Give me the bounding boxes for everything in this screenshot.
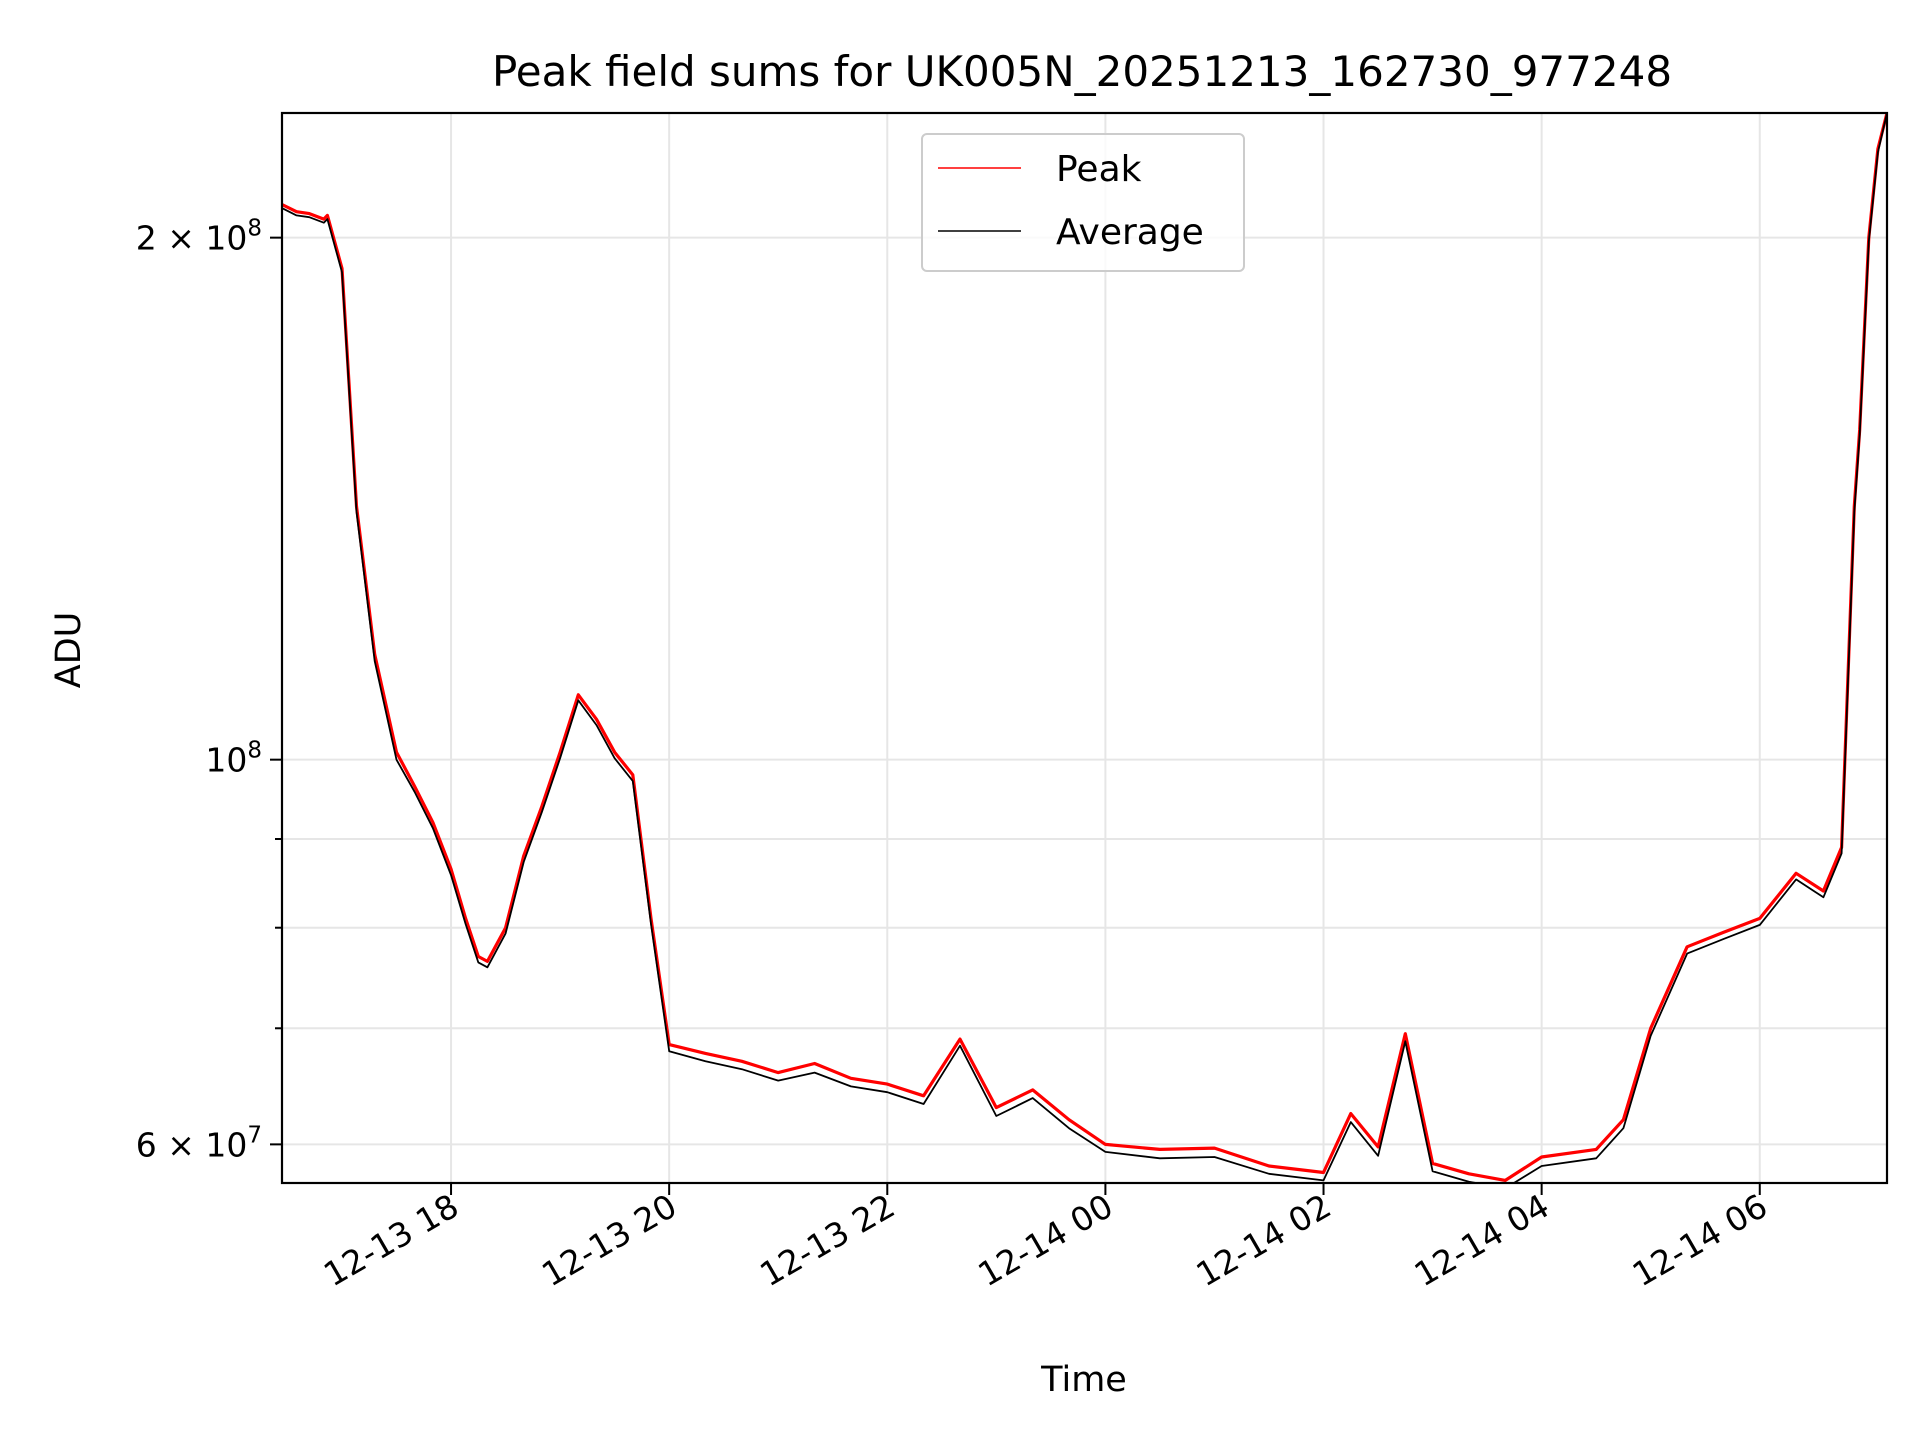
y-tick-label: 6 × 107 bbox=[136, 1122, 262, 1164]
series-line-average bbox=[282, 113, 1887, 1183]
plot-frame bbox=[280, 111, 1889, 1185]
legend-average-label: Average bbox=[1056, 212, 1204, 253]
y-tick-label: 2 × 108 bbox=[136, 216, 262, 258]
chart-title: Peak field sums for UK005N_20251213_1627… bbox=[492, 47, 1672, 96]
legend: Peak Average bbox=[921, 133, 1245, 272]
plot-background bbox=[282, 113, 1887, 1183]
y-axis: 6 × 107 108 2 × 108 bbox=[136, 216, 282, 1164]
x-gridlines bbox=[450, 113, 1761, 1183]
legend-peak-label: Peak bbox=[1056, 149, 1142, 190]
y-axis-label: ADU bbox=[49, 612, 89, 689]
x-axis-label: Time bbox=[1040, 1360, 1127, 1400]
plot-area bbox=[280, 111, 1889, 1185]
series-line-peak bbox=[282, 113, 1887, 1183]
series-layer bbox=[282, 113, 1887, 1183]
y-tick-label: 108 bbox=[205, 738, 262, 780]
